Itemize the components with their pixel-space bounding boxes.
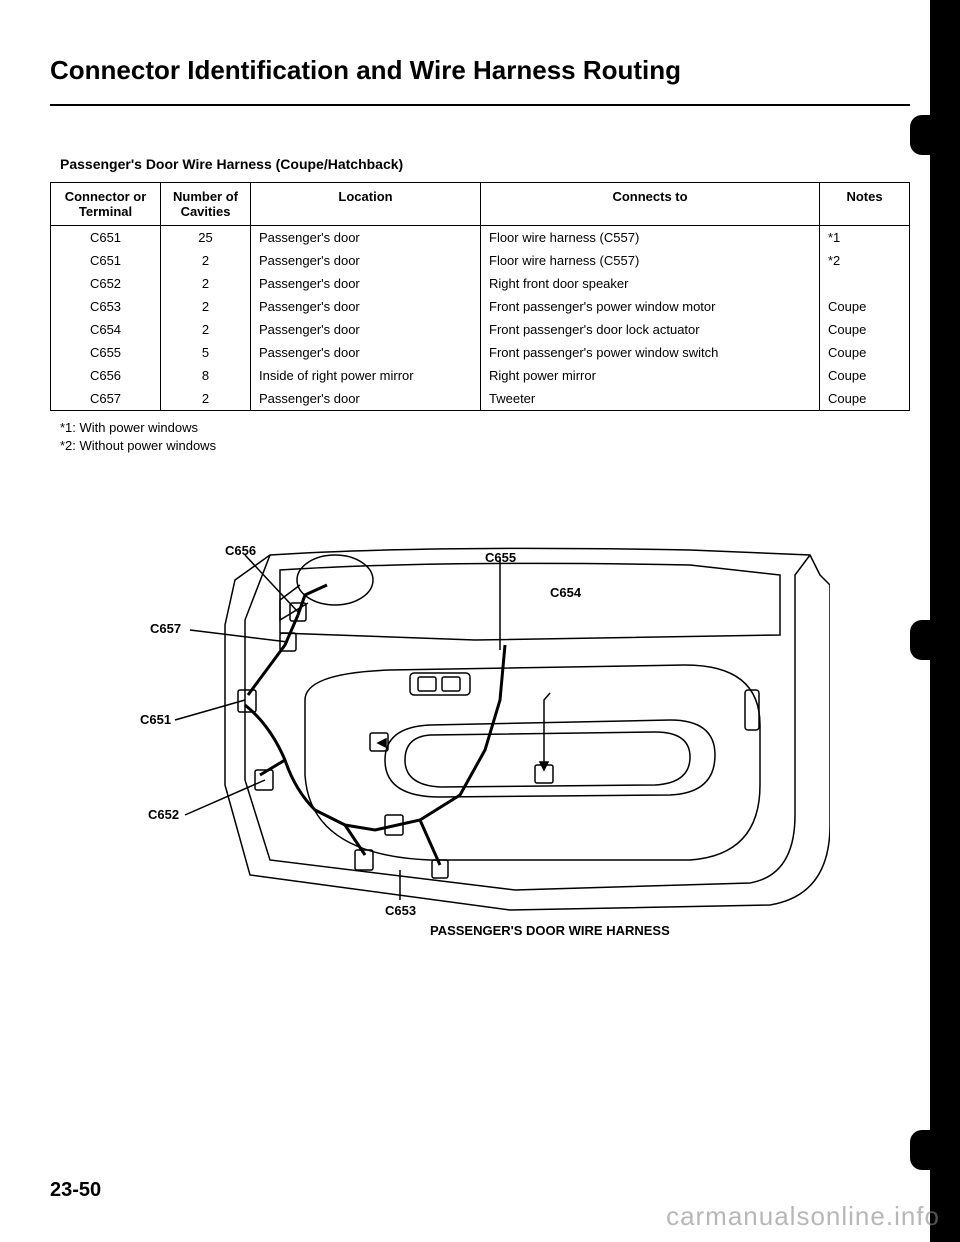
page-number: 23-50: [50, 1179, 101, 1202]
table-cell: 2: [161, 387, 251, 411]
table-cell: Right power mirror: [481, 364, 820, 387]
table-cell: 5: [161, 341, 251, 364]
table-row: C6568Inside of right power mirrorRight p…: [51, 364, 910, 387]
table-header-row: Connector or Terminal Number of Cavities…: [51, 183, 910, 226]
table-cell: 8: [161, 364, 251, 387]
diagram-container: C656 C655 C654 C657 C651 C652 C653 PASSE…: [50, 525, 910, 960]
table-cell: C652: [51, 272, 161, 295]
binder-hole: [910, 1130, 950, 1170]
table-cell: Right front door speaker: [481, 272, 820, 295]
footnote-1: *1: With power windows: [60, 419, 910, 437]
table-cell: *1: [820, 226, 910, 250]
table-cell: Front passenger's power window switch: [481, 341, 820, 364]
table-row: C6522Passenger's doorRight front door sp…: [51, 272, 910, 295]
table-cell: Coupe: [820, 387, 910, 411]
table-cell: 2: [161, 295, 251, 318]
table-cell: Coupe: [820, 295, 910, 318]
table-cell: C655: [51, 341, 161, 364]
table-cell: C657: [51, 387, 161, 411]
table-cell: Passenger's door: [251, 387, 481, 411]
footnotes: *1: With power windows *2: Without power…: [60, 419, 910, 455]
page-title: Connector Identification and Wire Harnes…: [50, 55, 910, 86]
diagram-caption: PASSENGER'S DOOR WIRE HARNESS: [430, 923, 670, 938]
door-diagram: C656 C655 C654 C657 C651 C652 C653 PASSE…: [130, 525, 830, 955]
table-cell: C653: [51, 295, 161, 318]
table-cell: 2: [161, 318, 251, 341]
watermark: carmanualsonline.info: [666, 1201, 940, 1232]
table-cell: Inside of right power mirror: [251, 364, 481, 387]
label-c655: C655: [485, 550, 516, 565]
table-cell: Coupe: [820, 341, 910, 364]
table-cell: Passenger's door: [251, 272, 481, 295]
table-cell: 2: [161, 249, 251, 272]
table-row: C6512Passenger's doorFloor wire harness …: [51, 249, 910, 272]
table-cell: C651: [51, 249, 161, 272]
table-cell: [820, 272, 910, 295]
table-cell: C651: [51, 226, 161, 250]
col-header-terminal: Connector or Terminal: [51, 183, 161, 226]
table-cell: *2: [820, 249, 910, 272]
table-row: C6572Passenger's doorTweeterCoupe: [51, 387, 910, 411]
table-row: C6555Passenger's doorFront passenger's p…: [51, 341, 910, 364]
title-rule: [50, 104, 910, 106]
col-header-notes: Notes: [820, 183, 910, 226]
section-subtitle: Passenger's Door Wire Harness (Coupe/Hat…: [60, 156, 910, 172]
label-c653: C653: [385, 903, 416, 918]
col-header-cavities: Number of Cavities: [161, 183, 251, 226]
table-cell: 25: [161, 226, 251, 250]
table-row: C65125Passenger's doorFloor wire harness…: [51, 226, 910, 250]
table-row: C6532Passenger's doorFront passenger's p…: [51, 295, 910, 318]
label-c656: C656: [225, 543, 256, 558]
table-cell: Passenger's door: [251, 318, 481, 341]
table-cell: C656: [51, 364, 161, 387]
table-cell: Coupe: [820, 318, 910, 341]
connector-table: Connector or Terminal Number of Cavities…: [50, 182, 910, 411]
table-cell: Passenger's door: [251, 295, 481, 318]
table-cell: Passenger's door: [251, 226, 481, 250]
table-cell: Tweeter: [481, 387, 820, 411]
table-cell: Coupe: [820, 364, 910, 387]
table-cell: Passenger's door: [251, 341, 481, 364]
col-header-connects: Connects to: [481, 183, 820, 226]
footnote-2: *2: Without power windows: [60, 437, 910, 455]
table-row: C6542Passenger's doorFront passenger's d…: [51, 318, 910, 341]
label-c651: C651: [140, 712, 171, 727]
table-cell: Floor wire harness (C557): [481, 249, 820, 272]
table-cell: Floor wire harness (C557): [481, 226, 820, 250]
table-cell: 2: [161, 272, 251, 295]
label-c654: C654: [550, 585, 581, 600]
col-header-location: Location: [251, 183, 481, 226]
page-content: Connector Identification and Wire Harnes…: [0, 0, 960, 960]
table-cell: Front passenger's door lock actuator: [481, 318, 820, 341]
label-c657: C657: [150, 621, 181, 636]
table-cell: C654: [51, 318, 161, 341]
table-cell: Front passenger's power window motor: [481, 295, 820, 318]
table-cell: Passenger's door: [251, 249, 481, 272]
label-c652: C652: [148, 807, 179, 822]
door-svg: [130, 525, 830, 955]
